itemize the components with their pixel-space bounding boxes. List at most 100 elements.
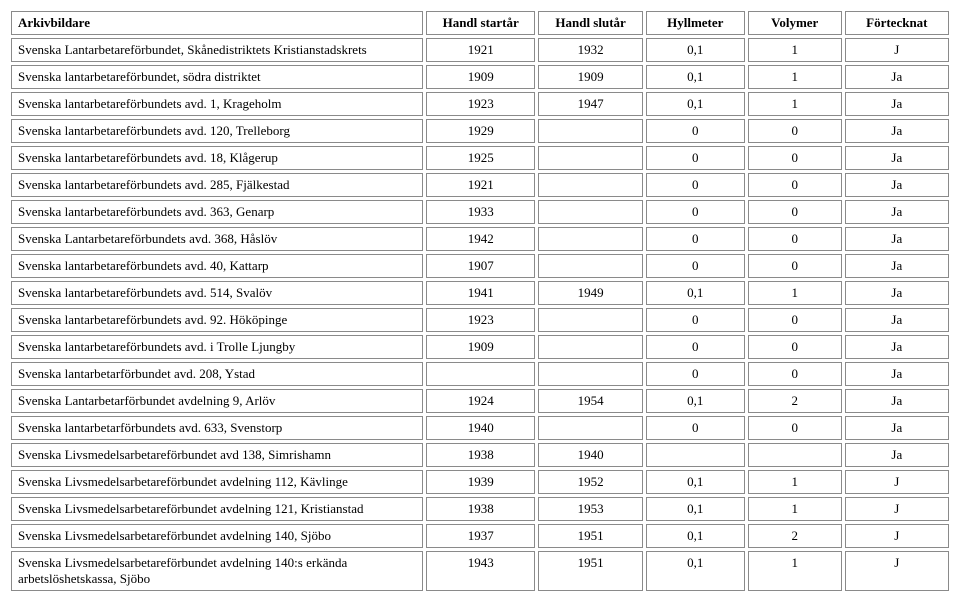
cell-value: 1 xyxy=(748,551,842,591)
table-row: Svenska Livsmedelsarbetareförbundet avde… xyxy=(11,551,949,591)
cell-value: 1 xyxy=(748,470,842,494)
cell-value: Ja xyxy=(845,227,949,251)
cell-value: 0,1 xyxy=(646,524,745,548)
cell-value: Ja xyxy=(845,308,949,332)
table-row: Svenska Livsmedelsarbetareförbundet avde… xyxy=(11,497,949,521)
table-row: Svenska Lantarbetarförbundet avdelning 9… xyxy=(11,389,949,413)
cell-value: 0 xyxy=(646,227,745,251)
cell-value: 0 xyxy=(748,119,842,143)
cell-arkivbildare: Svenska lantarbetareförbundets avd. 363,… xyxy=(11,200,423,224)
cell-value: 0,1 xyxy=(646,65,745,89)
cell-arkivbildare: Svenska lantarbetareförbundets avd. 92. … xyxy=(11,308,423,332)
cell-value xyxy=(538,173,642,197)
table-row: Svenska lantarbetareförbundets avd. i Tr… xyxy=(11,335,949,359)
cell-value: 1951 xyxy=(538,551,642,591)
cell-value: 0 xyxy=(748,200,842,224)
cell-value: 1938 xyxy=(426,497,536,521)
cell-value: 0 xyxy=(748,173,842,197)
cell-value: 1941 xyxy=(426,281,536,305)
cell-value: Ja xyxy=(845,362,949,386)
cell-value xyxy=(538,227,642,251)
cell-value: 0 xyxy=(646,200,745,224)
cell-arkivbildare: Svenska Livsmedelsarbetareförbundet avde… xyxy=(11,470,423,494)
cell-value: 1 xyxy=(748,281,842,305)
cell-value: 0 xyxy=(748,146,842,170)
cell-arkivbildare: Svenska lantarbetareförbundets avd. 18, … xyxy=(11,146,423,170)
table-row: Svenska Lantarbetareförbundets avd. 368,… xyxy=(11,227,949,251)
cell-value: 0 xyxy=(646,173,745,197)
cell-value xyxy=(538,362,642,386)
table-row: Svenska lantarbetareförbundets avd. 18, … xyxy=(11,146,949,170)
cell-value: 1925 xyxy=(426,146,536,170)
cell-value: 1943 xyxy=(426,551,536,591)
cell-value: 1954 xyxy=(538,389,642,413)
cell-arkivbildare: Svenska Lantarbetareförbundets avd. 368,… xyxy=(11,227,423,251)
cell-value: 0 xyxy=(646,362,745,386)
cell-value: 0 xyxy=(646,335,745,359)
cell-value: 0 xyxy=(646,146,745,170)
table-row: Svenska lantarbetareförbundets avd. 40, … xyxy=(11,254,949,278)
cell-value: 0 xyxy=(748,416,842,440)
col-header-volymer: Volymer xyxy=(748,11,842,35)
cell-value: Ja xyxy=(845,254,949,278)
cell-value xyxy=(538,254,642,278)
cell-value: 2 xyxy=(748,524,842,548)
cell-value: 0,1 xyxy=(646,551,745,591)
cell-value: 1942 xyxy=(426,227,536,251)
cell-arkivbildare: Svenska lantarbetarförbundets avd. 633, … xyxy=(11,416,423,440)
table-row: Svenska lantarbetareförbundets avd. 285,… xyxy=(11,173,949,197)
table-header-row: Arkivbildare Handl startår Handl slutår … xyxy=(11,11,949,35)
cell-value: 0,1 xyxy=(646,92,745,116)
cell-value: 0 xyxy=(748,254,842,278)
col-header-fortecknat: Förtecknat xyxy=(845,11,949,35)
cell-value: Ja xyxy=(845,443,949,467)
cell-value: Ja xyxy=(845,92,949,116)
cell-value xyxy=(748,443,842,467)
cell-value: J xyxy=(845,497,949,521)
cell-arkivbildare: Svenska lantarbetareförbundets avd. 120,… xyxy=(11,119,423,143)
cell-value: 0 xyxy=(748,308,842,332)
cell-arkivbildare: Svenska lantarbetareförbundets avd. 1, K… xyxy=(11,92,423,116)
cell-value: 1 xyxy=(748,65,842,89)
table-row: Svenska Lantarbetareförbundet, Skånedist… xyxy=(11,38,949,62)
col-header-startar: Handl startår xyxy=(426,11,536,35)
cell-value: Ja xyxy=(845,146,949,170)
cell-value: 1933 xyxy=(426,200,536,224)
cell-value: 1929 xyxy=(426,119,536,143)
cell-value: 1923 xyxy=(426,92,536,116)
cell-value xyxy=(538,200,642,224)
cell-value: 1923 xyxy=(426,308,536,332)
cell-value: 0,1 xyxy=(646,281,745,305)
table-row: Svenska Livsmedelsarbetareförbundet avde… xyxy=(11,470,949,494)
cell-value: 0,1 xyxy=(646,497,745,521)
cell-value: 1937 xyxy=(426,524,536,548)
table-row: Svenska lantarbetareförbundets avd. 1, K… xyxy=(11,92,949,116)
cell-value: Ja xyxy=(845,335,949,359)
cell-value xyxy=(646,443,745,467)
table-row: Svenska lantarbetareförbundets avd. 363,… xyxy=(11,200,949,224)
table-row: Svenska lantarbetareförbundets avd. 514,… xyxy=(11,281,949,305)
cell-value xyxy=(538,119,642,143)
cell-arkivbildare: Svenska lantarbetareförbundets avd. 40, … xyxy=(11,254,423,278)
cell-value: 1940 xyxy=(538,443,642,467)
col-header-hyllmeter: Hyllmeter xyxy=(646,11,745,35)
cell-value: 1909 xyxy=(426,335,536,359)
table-body: Svenska Lantarbetareförbundet, Skånedist… xyxy=(11,38,949,591)
cell-value xyxy=(538,308,642,332)
cell-value: 1952 xyxy=(538,470,642,494)
cell-value: Ja xyxy=(845,416,949,440)
cell-value: 0 xyxy=(748,362,842,386)
cell-arkivbildare: Svenska Lantarbetareförbundet, Skånedist… xyxy=(11,38,423,62)
cell-arkivbildare: Svenska lantarbetareförbundet, södra dis… xyxy=(11,65,423,89)
cell-value: 1924 xyxy=(426,389,536,413)
cell-value: 1 xyxy=(748,92,842,116)
cell-value: 0 xyxy=(646,416,745,440)
cell-value: 1907 xyxy=(426,254,536,278)
cell-value: 0,1 xyxy=(646,389,745,413)
table-row: Svenska Livsmedelsarbetareförbundet avd … xyxy=(11,443,949,467)
cell-arkivbildare: Svenska Lantarbetarförbundet avdelning 9… xyxy=(11,389,423,413)
cell-value: 1951 xyxy=(538,524,642,548)
cell-value: 1939 xyxy=(426,470,536,494)
cell-arkivbildare: Svenska lantarbetarförbundet avd. 208, Y… xyxy=(11,362,423,386)
cell-value xyxy=(426,362,536,386)
